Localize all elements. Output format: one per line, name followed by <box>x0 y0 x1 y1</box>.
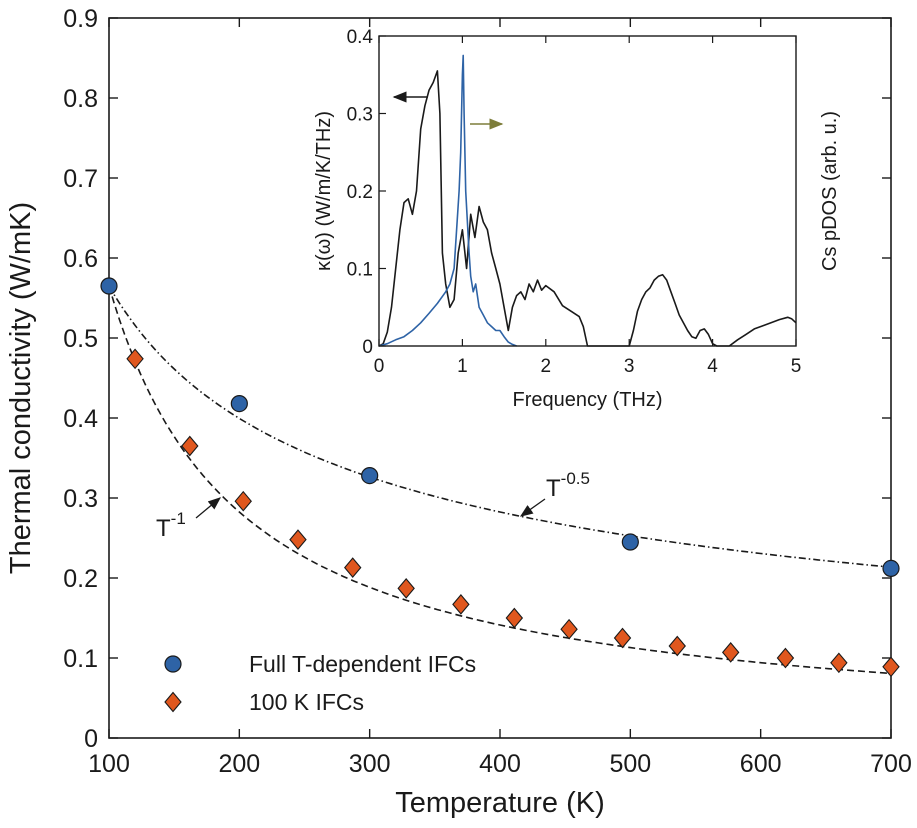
inset-x-tick-label: 1 <box>457 356 468 377</box>
legend-label: 100 K IFCs <box>249 689 364 715</box>
data-point-100k-ifc <box>505 607 524 629</box>
legend-marker-100k-ifc <box>164 691 182 713</box>
inset-x-tick-label: 0 <box>374 356 385 377</box>
data-point-100k-ifc <box>234 490 252 512</box>
annotation-exponent: -0.5 <box>561 469 590 488</box>
data-point-full-ifc <box>621 533 639 551</box>
annotation-t-0.5: T-0.5 <box>546 469 590 502</box>
inset-series-kappa <box>378 70 797 347</box>
y-tick-label: 0.9 <box>63 5 98 33</box>
inset-y-tick-label: 0.2 <box>347 182 373 203</box>
data-point-100k-ifc <box>830 652 848 674</box>
x-tick-label: 700 <box>870 750 912 778</box>
data-point-100k-ifc <box>721 642 740 663</box>
data-point-100k-ifc <box>289 529 307 550</box>
data-point-100k-ifc <box>776 647 795 669</box>
annotation-t-1: T-1 <box>156 509 186 542</box>
x-axis-label: Temperature (K) <box>395 787 605 819</box>
data-point-100k-ifc <box>882 656 900 678</box>
inset-x-axis-label: Frequency (THz) <box>512 389 662 411</box>
y-tick-label: 0.4 <box>63 405 98 433</box>
inset-plot: 0 1 2 3 4 5 0 0.1 0.2 0.3 0.4 Frequency (THz) κ(ω) (… <box>313 27 841 411</box>
data-point-100k-ifc <box>126 348 144 370</box>
x-tick-label: 500 <box>609 750 651 778</box>
data-point-100k-ifc <box>181 435 199 457</box>
inset-x-tick-label: 3 <box>624 356 635 377</box>
data-point-100k-ifc <box>560 618 578 640</box>
y-tick-label: 0 <box>84 725 98 753</box>
inset-y-axis-label: κ(ω) (W/m/K/THz) <box>313 111 335 271</box>
inset-background <box>379 36 796 346</box>
x-tick-label: 100 <box>88 750 130 778</box>
data-point-100k-ifc <box>452 594 470 615</box>
legend-marker-full-ifc <box>164 655 182 673</box>
legend-label: Full T-dependent IFCs <box>249 651 476 677</box>
data-point-full-ifc <box>882 559 900 578</box>
y-tick-label: 0.1 <box>63 645 98 673</box>
y-tick-label: 0.7 <box>63 165 98 193</box>
data-point-full-ifc <box>361 467 379 485</box>
main-plot: 100 200 300 400 500 600 70000.10.20.30.40.50.6… <box>5 5 912 819</box>
data-point-100k-ifc <box>397 578 415 599</box>
inset-x-tick-label: 2 <box>541 356 552 377</box>
y-tick-label: 0.8 <box>63 85 98 113</box>
y-tick-label: 0.2 <box>63 565 98 593</box>
annotation-exponent: -1 <box>171 509 186 528</box>
data-point-full-ifc <box>230 395 248 413</box>
inset-x-tick-label: 4 <box>707 356 718 377</box>
inset-x-tick-label: 5 <box>791 356 802 377</box>
arrow-t-1 <box>195 497 221 519</box>
y-tick-label: 0.6 <box>63 245 98 273</box>
fit-curve-t-1 <box>108 285 892 675</box>
fit-curve-t-0.5 <box>108 285 892 568</box>
y-tick-label: 0.3 <box>63 485 98 513</box>
y-tick-label: 0.5 <box>63 325 98 353</box>
annotation-base: T <box>156 515 171 542</box>
x-tick-label: 400 <box>479 750 521 778</box>
data-point-full-ifc <box>100 277 118 295</box>
inset-y-axis-label-right: Cs pDOS (arb. u.) <box>819 111 841 271</box>
data-point-100k-ifc <box>668 635 686 657</box>
y-axis-label: Thermal conductivity (W/mK) <box>5 202 37 574</box>
inset-y-tick-label: 0.3 <box>347 105 373 126</box>
data-point-100k-ifc <box>613 627 632 649</box>
x-tick-label: 300 <box>349 750 391 778</box>
inset-y-tick-label: 0.4 <box>347 27 374 48</box>
annotation-base: T <box>546 475 561 502</box>
x-tick-label: 200 <box>218 750 260 778</box>
inset-y-tick-label: 0.1 <box>347 260 373 281</box>
data-point-100k-ifc <box>344 557 362 578</box>
inset-y-tick-label: 0 <box>362 337 373 358</box>
inset-series-pdos <box>378 54 517 347</box>
x-tick-label: 600 <box>740 750 782 778</box>
arrow-t-0.5 <box>519 498 546 517</box>
